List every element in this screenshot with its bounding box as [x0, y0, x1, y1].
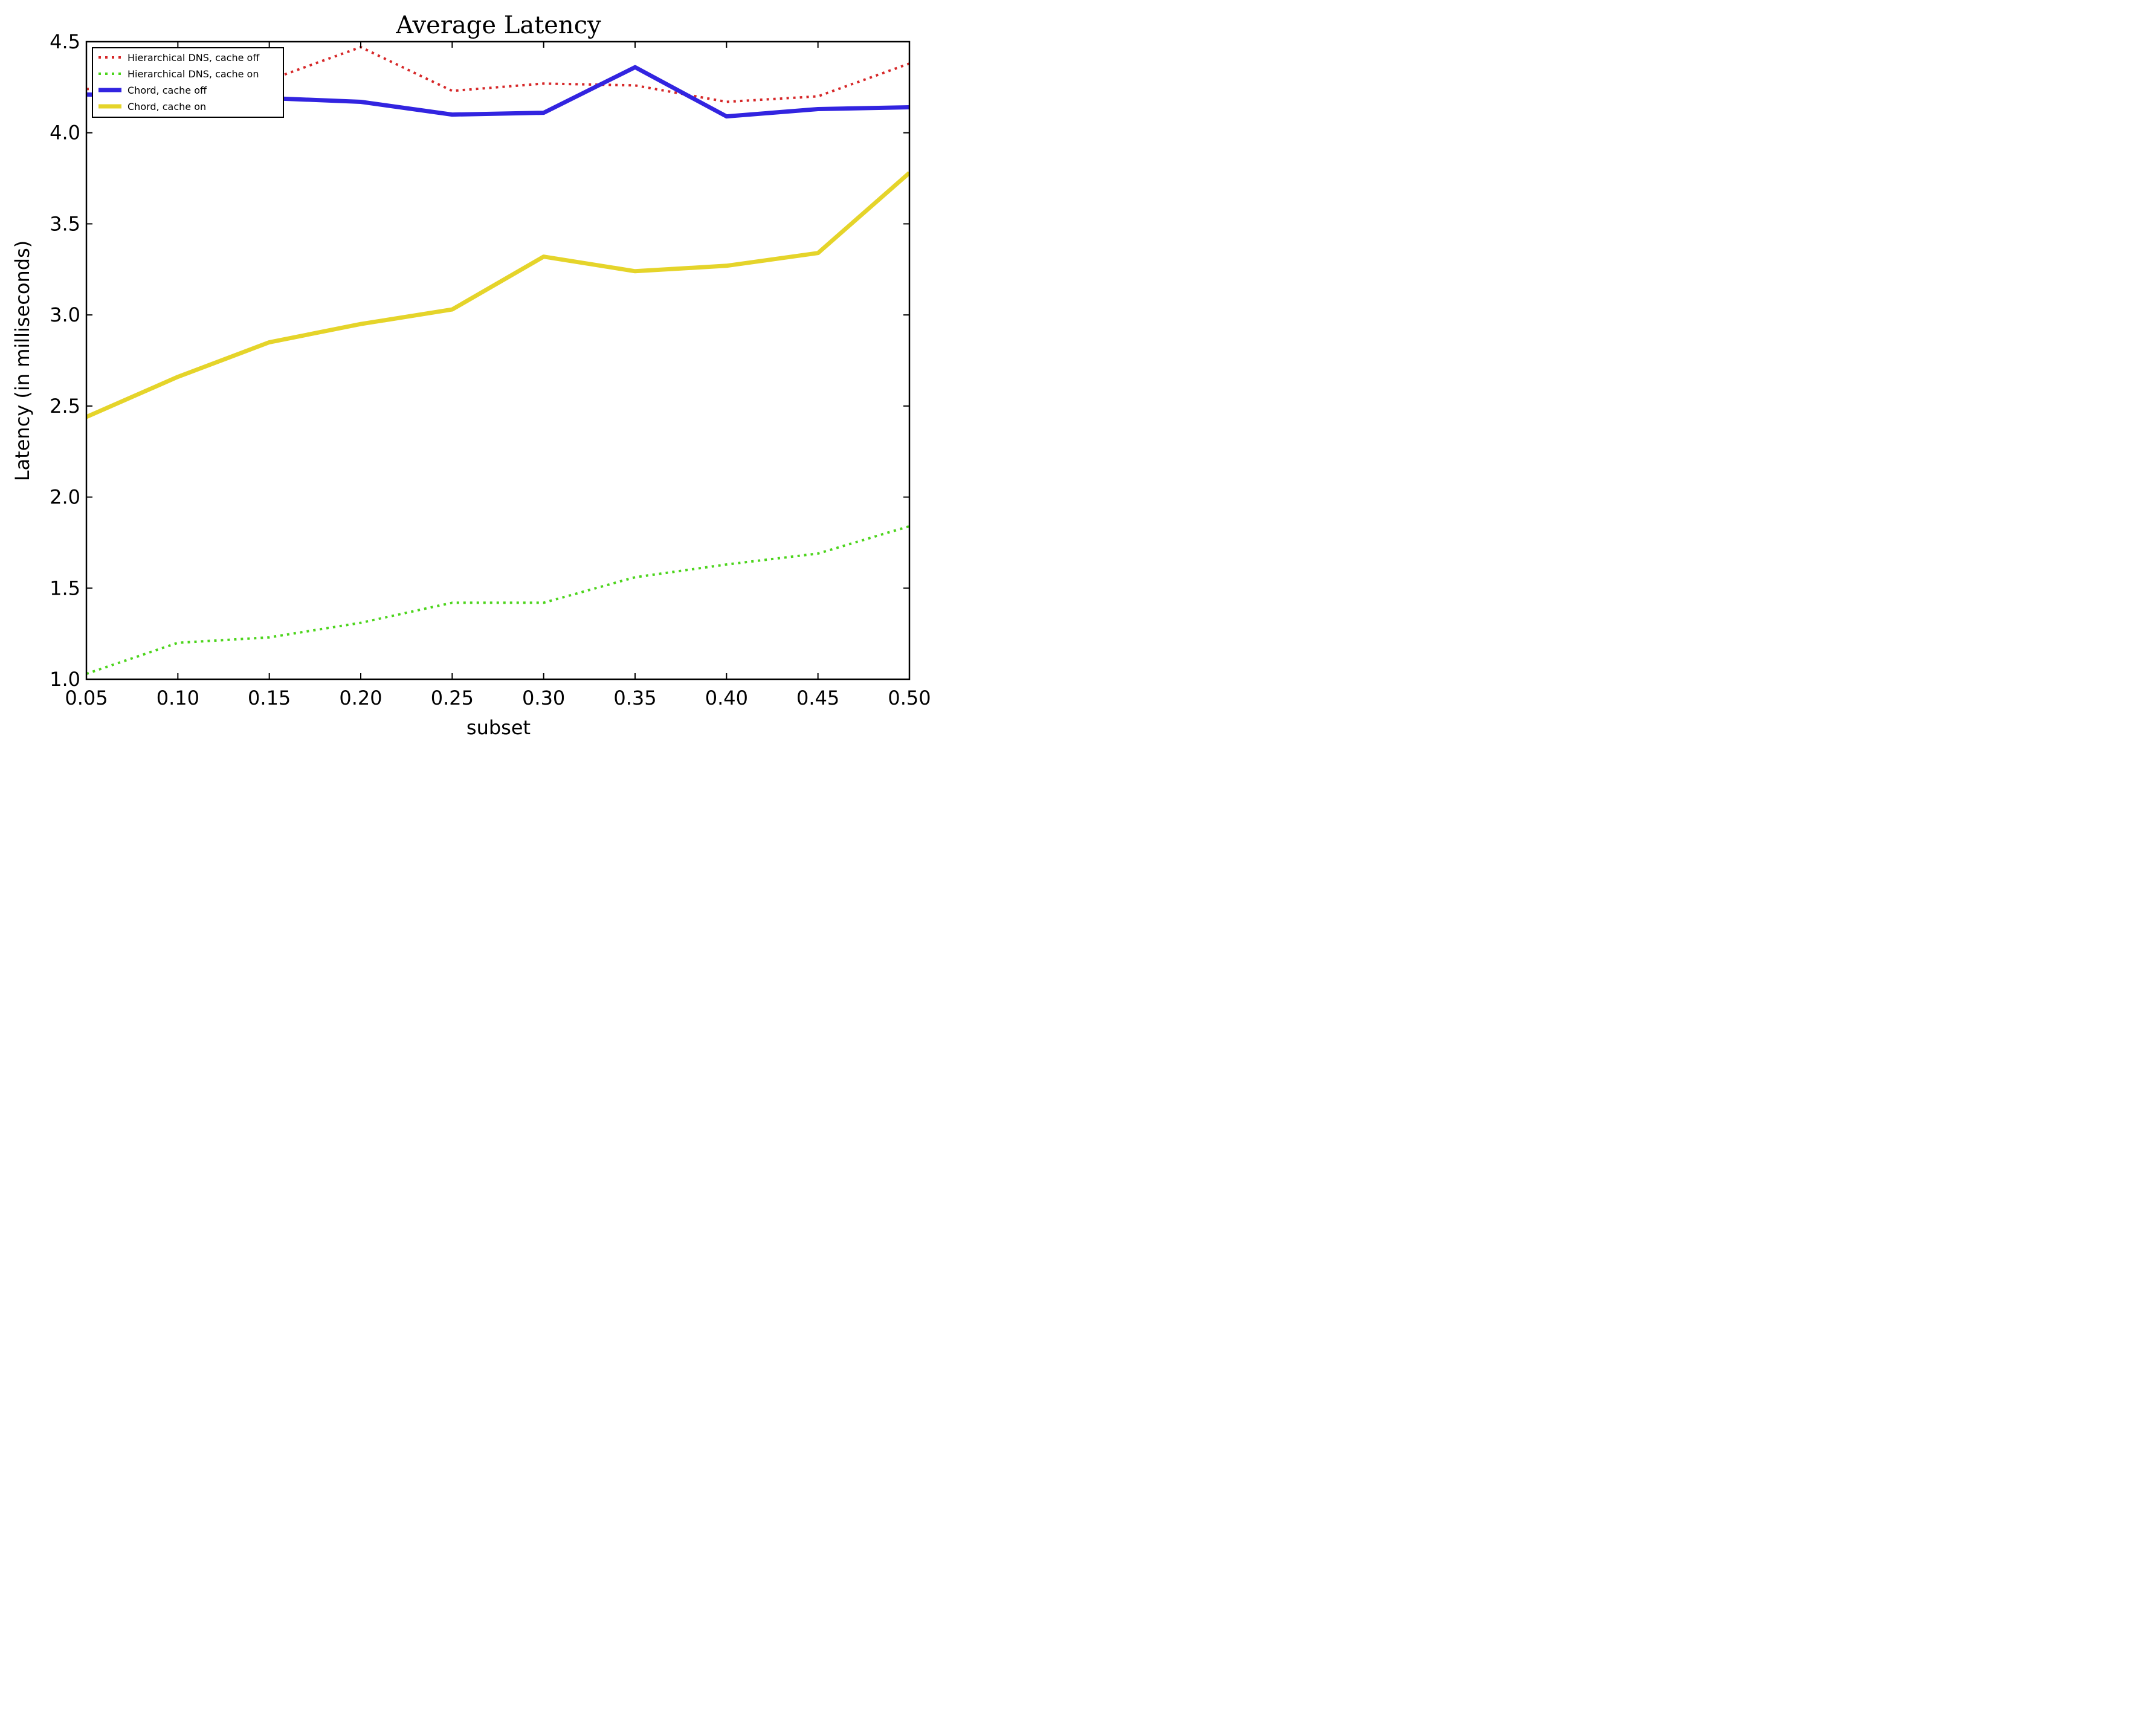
plot-frame — [85, 40, 911, 680]
x-tick-label: 0.40 — [705, 686, 748, 709]
x-tick-label: 0.35 — [613, 686, 656, 709]
series-line-4 — [86, 171, 909, 419]
plot-area: 0.05 0.10 0.15 0.20 0.25 0.30 0.35 0.40 0.45 0.50… — [50, 30, 931, 709]
y-tick-label: 2.0 — [50, 486, 80, 509]
x-tick-label: 0.05 — [65, 686, 108, 709]
x-tick-label: 0.20 — [339, 686, 382, 709]
legend: Hierarchical DNS, cache off Hierarchical … — [92, 47, 284, 118]
figure-background — [0, 0, 947, 752]
latency-chart: Average Latency 0.05 0.10 0.15 0.20 0.25 0.30… — [0, 0, 947, 752]
y-tick-label: 1.5 — [50, 577, 80, 599]
legend-label-1: Hierarchical DNS, cache off — [127, 52, 260, 63]
x-axis-label: subset — [466, 716, 531, 739]
series-line-1 — [86, 46, 909, 103]
y-tick-label: 3.5 — [50, 212, 80, 235]
y-tick-label: 1.0 — [50, 668, 80, 691]
y-axis-label: Latency (in milliseconds) — [11, 241, 34, 482]
x-tick-label: 0.15 — [248, 686, 291, 709]
x-tick-label: 0.50 — [888, 686, 931, 709]
legend-box — [92, 47, 284, 118]
legend-label-2: Hierarchical DNS, cache on — [127, 68, 259, 80]
x-tick-label: 0.45 — [796, 686, 839, 709]
y-tick-label: 4.0 — [50, 121, 80, 144]
x-tick-label: 0.25 — [431, 686, 474, 709]
legend-label-3: Chord, cache off — [127, 85, 207, 96]
y-tick-label: 3.0 — [50, 303, 80, 326]
legend-label-4: Chord, cache on — [127, 101, 206, 112]
ticks-group: 0.05 0.10 0.15 0.20 0.25 0.30 0.35 0.40 0.45 0.50… — [50, 30, 931, 709]
y-tick-label: 4.5 — [50, 30, 80, 53]
chart-title: Average Latency — [395, 11, 601, 39]
x-tick-label: 0.30 — [522, 686, 565, 709]
y-tick-label: 2.5 — [50, 395, 80, 418]
x-tick-label: 0.10 — [157, 686, 199, 709]
series-line-2 — [86, 525, 909, 675]
